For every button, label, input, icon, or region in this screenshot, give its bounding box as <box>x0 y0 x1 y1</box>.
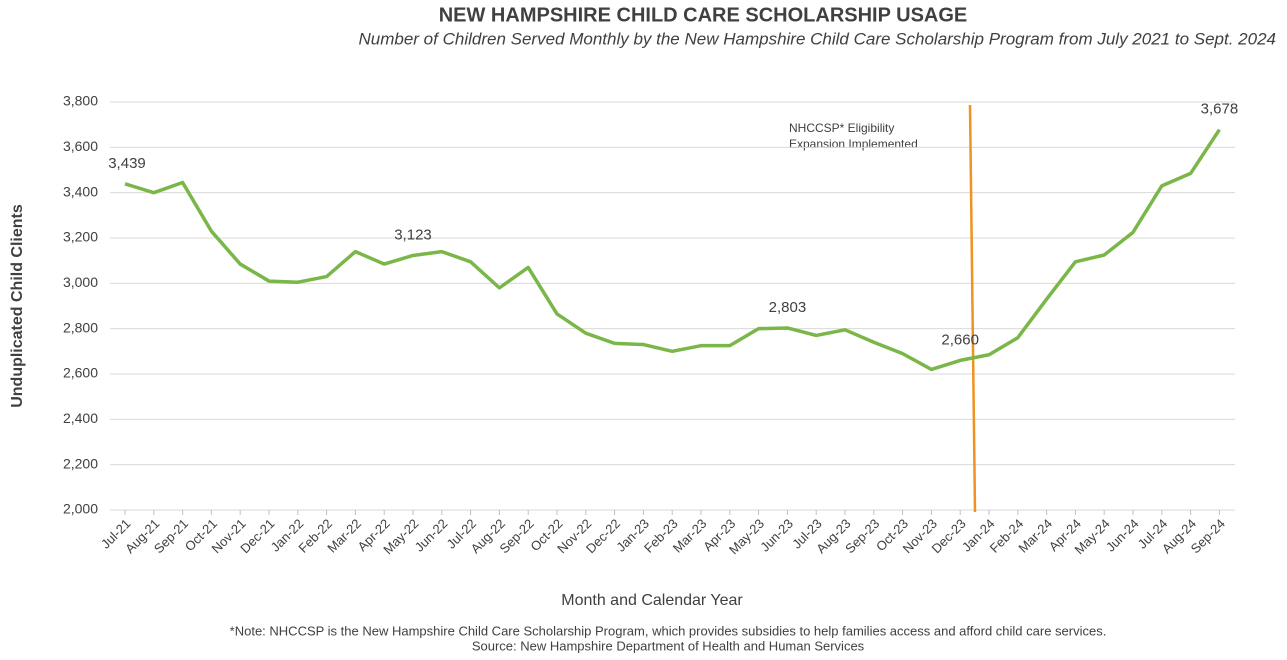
chart-subtitle: Number of Children Served Monthly by the… <box>359 29 1277 48</box>
y-tick-label: 2,800 <box>63 319 98 335</box>
x-tick-label: Jun-24 <box>1103 516 1142 555</box>
footnote: *Note: NHCCSP is the New Hampshire Child… <box>230 623 1107 638</box>
x-tick-label: Jun-23 <box>757 516 796 555</box>
annotation: Expansion Implemented <box>789 137 918 151</box>
data-label: 2,803 <box>769 299 807 316</box>
annotation-line <box>968 104 977 513</box>
data-label: 3,439 <box>108 155 146 172</box>
x-axis-label: Month and Calendar Year <box>561 592 743 609</box>
annotation: NHCCSP* Eligibility <box>789 121 894 135</box>
chart-title: NEW HAMPSHIRE CHILD CARE SCHOLARSHIP USA… <box>439 4 968 26</box>
y-tick-label: 2,600 <box>63 365 98 381</box>
y-tick-label: 2,400 <box>63 410 98 426</box>
y-tick-label: 3,600 <box>63 138 98 154</box>
y-tick-label: 2,200 <box>63 455 98 471</box>
y-tick-label: 3,200 <box>63 229 98 245</box>
y-tick-label: 3,400 <box>63 183 98 199</box>
y-tick-label: 2,000 <box>63 501 98 517</box>
x-tick-label: Jun-22 <box>412 516 451 555</box>
y-axis-label: Unduplicated Child Clients <box>9 204 26 408</box>
data-label: 3,678 <box>1201 101 1239 118</box>
source: Source: New Hampshire Department of Heal… <box>472 638 865 653</box>
data-label: 3,123 <box>394 226 432 243</box>
data-label: 2,660 <box>941 331 979 348</box>
y-tick-label: 3,800 <box>63 93 98 109</box>
y-tick-label: 3,000 <box>63 274 98 290</box>
data-line <box>124 128 1221 372</box>
